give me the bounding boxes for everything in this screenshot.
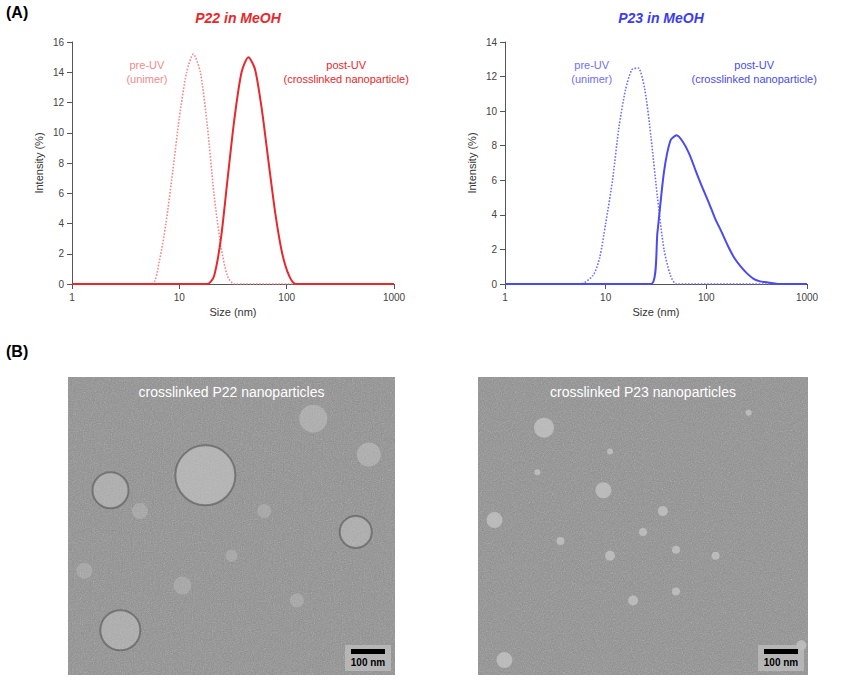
svg-text:12: 12 <box>53 97 65 108</box>
svg-text:100: 100 <box>278 292 295 303</box>
svg-text:(A): (A) <box>6 4 28 21</box>
svg-text:12: 12 <box>486 71 498 82</box>
svg-text:Size (nm): Size (nm) <box>632 306 679 318</box>
svg-text:10: 10 <box>486 106 498 117</box>
svg-text:10: 10 <box>53 127 65 138</box>
svg-text:post-UV: post-UV <box>734 59 774 71</box>
svg-text:0: 0 <box>58 279 64 290</box>
svg-text:post-UV: post-UV <box>326 59 366 71</box>
svg-text:0: 0 <box>491 279 497 290</box>
svg-text:1: 1 <box>69 292 75 303</box>
svg-text:(crosslinked nanoparticle): (crosslinked nanoparticle) <box>692 73 817 85</box>
svg-text:P23 in MeOH: P23 in MeOH <box>618 10 704 26</box>
svg-text:10: 10 <box>174 292 186 303</box>
svg-text:1000: 1000 <box>796 292 819 303</box>
svg-text:100 nm: 100 nm <box>351 657 386 668</box>
svg-text:P22 in MeOH: P22 in MeOH <box>195 10 281 26</box>
svg-text:100 nm: 100 nm <box>764 657 799 668</box>
svg-text:crosslinked P22 nanoparticles: crosslinked P22 nanoparticles <box>139 384 325 400</box>
svg-text:100: 100 <box>698 292 715 303</box>
svg-text:10: 10 <box>600 292 612 303</box>
svg-text:6: 6 <box>491 175 497 186</box>
svg-text:2: 2 <box>491 244 497 255</box>
svg-text:14: 14 <box>486 37 498 48</box>
svg-text:Intensity (%): Intensity (%) <box>466 132 478 193</box>
svg-text:(unimer): (unimer) <box>571 73 612 85</box>
svg-text:14: 14 <box>53 67 65 78</box>
svg-text:16: 16 <box>53 37 65 48</box>
svg-text:6: 6 <box>58 188 64 199</box>
svg-text:Intensity (%): Intensity (%) <box>33 132 45 193</box>
svg-text:crosslinked P23 nanoparticles: crosslinked P23 nanoparticles <box>550 384 736 400</box>
svg-text:4: 4 <box>491 209 497 220</box>
svg-text:2: 2 <box>58 248 64 259</box>
svg-text:8: 8 <box>491 140 497 151</box>
svg-text:pre-UV: pre-UV <box>574 59 610 71</box>
svg-text:pre-UV: pre-UV <box>130 59 166 71</box>
svg-text:8: 8 <box>58 158 64 169</box>
svg-text:Size (nm): Size (nm) <box>209 306 256 318</box>
html-text:(B): (B) <box>6 343 29 360</box>
svg-text:1000: 1000 <box>383 292 406 303</box>
svg-text:4: 4 <box>58 218 64 229</box>
svg-text:(unimer): (unimer) <box>126 73 167 85</box>
svg-text:(crosslinked nanoparticle): (crosslinked nanoparticle) <box>284 73 409 85</box>
svg-text:1: 1 <box>502 292 508 303</box>
